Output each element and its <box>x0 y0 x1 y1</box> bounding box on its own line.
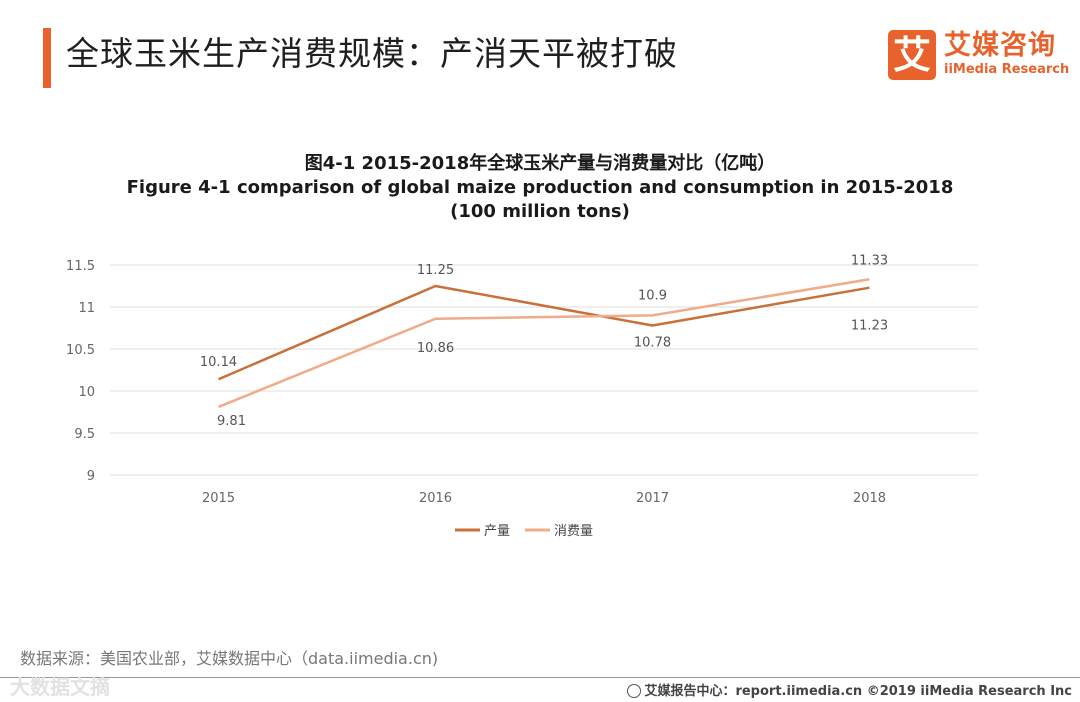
y-tick-label: 9 <box>87 469 95 484</box>
brand-logo: 艾 艾媒咨询 iiMedia Research <box>888 30 1069 84</box>
data-label: 11.25 <box>417 263 454 278</box>
x-tick-label: 2015 <box>202 491 235 506</box>
title-accent-bar <box>43 28 51 88</box>
y-tick-label: 11.5 <box>66 259 95 274</box>
y-tick-label: 11 <box>78 301 95 316</box>
x-tick-label: 2018 <box>853 491 886 506</box>
footer-report: 艾媒报告中心：report.iimedia.cn ©2019 iiMedia R… <box>644 684 1072 699</box>
logo-icon: 艾 <box>888 30 936 80</box>
line-chart: 9 9.5 10 10.5 11 11.5 2015 2016 2017 2018 10.14 11.… <box>66 253 978 539</box>
chart-title-unit: (100 million tons) <box>450 201 630 222</box>
series-line-1 <box>218 278 870 409</box>
footer-divider <box>0 677 1080 678</box>
logo-name-en: iiMedia Research <box>944 62 1070 77</box>
source-note: 数据来源：美国农业部，艾媒数据中心（data.iimedia.cn) <box>20 649 439 668</box>
data-label: 9.81 <box>217 414 246 429</box>
y-tick-label: 10.5 <box>66 343 95 358</box>
x-tick-label: 2016 <box>419 491 452 506</box>
y-tick-label: 9.5 <box>74 427 95 442</box>
data-label: 10.9 <box>638 288 667 303</box>
page-title: 全球玉米生产消费规模：产消天平被打破 <box>66 34 678 73</box>
globe-icon <box>627 684 642 698</box>
watermark: 大数据文摘 <box>10 675 110 699</box>
data-label: 11.33 <box>851 253 888 268</box>
x-tick-label: 2017 <box>636 491 669 506</box>
data-label: 10.14 <box>200 355 237 370</box>
chart-title-en: Figure 4-1 comparison of global maize pr… <box>126 177 954 198</box>
series-line-0 <box>218 284 870 381</box>
footer-credit: 艾媒报告中心：report.iimedia.cn ©2019 iiMedia R… <box>627 680 1072 699</box>
legend-label-1: 消费量 <box>554 524 593 539</box>
chart-title-cn: 图4-1 2015-2018年全球玉米产量与消费量对比（亿吨） <box>304 153 776 174</box>
logo-name-cn: 艾媒咨询 <box>944 30 1056 61</box>
legend-label-0: 产量 <box>484 524 510 539</box>
data-label: 10.86 <box>417 341 454 356</box>
chart-title: 图4-1 2015-2018年全球玉米产量与消费量对比（亿吨） Figure 4… <box>0 152 1080 224</box>
data-label: 11.23 <box>851 319 888 334</box>
data-label: 10.78 <box>634 335 671 350</box>
y-tick-label: 10 <box>78 385 95 400</box>
